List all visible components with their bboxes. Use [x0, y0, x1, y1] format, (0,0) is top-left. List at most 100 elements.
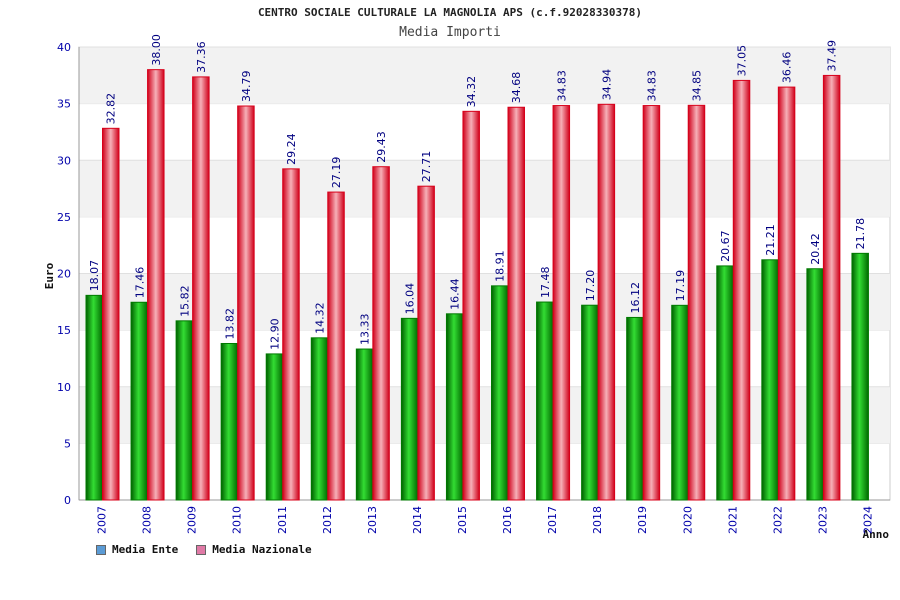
value-label-nazionale: 37.05: [736, 45, 749, 77]
value-label-ente: 16.04: [404, 283, 417, 315]
bar-media-ente: [400, 317, 419, 501]
y-axis-label: Euro: [43, 262, 56, 289]
y-tick-label: 25: [57, 211, 71, 224]
value-label-ente: 12.90: [268, 318, 281, 350]
x-tick-label: 2020: [681, 506, 694, 534]
bar-media-nazionale: [462, 110, 480, 501]
y-tick-label: 30: [57, 154, 71, 167]
value-label-ente: 17.48: [539, 267, 552, 299]
bar-media-ente: [130, 301, 149, 501]
value-label-nazionale: 38.00: [150, 34, 163, 66]
value-label-ente: 16.12: [629, 282, 642, 314]
x-tick-label: 2021: [726, 506, 739, 534]
y-tick-label: 0: [64, 494, 71, 507]
bar-media-nazionale: [687, 104, 706, 501]
x-tick-label: 2023: [816, 506, 829, 534]
value-label-nazionale: 29.43: [375, 131, 388, 163]
value-label-ente: 20.42: [809, 233, 822, 265]
bar-media-nazionale: [237, 105, 255, 501]
bar-media-ente: [85, 294, 103, 501]
x-tick-label: 2011: [276, 506, 289, 534]
value-label-ente: 21.78: [854, 218, 867, 250]
value-label-nazionale: 29.24: [285, 133, 298, 165]
y-tick-label: 10: [57, 381, 71, 394]
bar-media-ente: [355, 348, 374, 501]
bar-media-ente: [851, 252, 869, 501]
bar-media-ente: [671, 304, 689, 501]
legend-label-nazionale: Media Nazionale: [212, 543, 312, 556]
legend-swatch-nazionale: [196, 544, 207, 555]
bar-media-ente: [806, 268, 824, 501]
bar-media-nazionale: [327, 191, 345, 501]
bar-media-ente: [220, 342, 239, 501]
value-label-ente: 21.21: [764, 224, 777, 256]
y-tick-label: 35: [57, 98, 71, 111]
bar-media-nazionale: [102, 127, 120, 501]
chart-title: CENTRO SOCIALE CULTURALE LA MAGNOLIA APS…: [257, 6, 643, 19]
value-label-nazionale: 36.46: [781, 52, 794, 84]
value-label-ente: 18.91: [494, 250, 507, 282]
x-tick-label: 2017: [546, 506, 559, 534]
bar-media-nazionale: [507, 106, 525, 501]
x-tick-label: 2013: [366, 506, 379, 534]
bar-media-ente: [626, 316, 644, 501]
x-tick-label: 2009: [186, 506, 199, 534]
value-label-nazionale: 34.94: [600, 69, 613, 101]
value-label-nazionale: 37.36: [195, 41, 208, 73]
value-label-ente: 15.82: [178, 285, 191, 317]
bar-media-ente: [536, 301, 554, 501]
chart-subtitle: Media Importi: [399, 25, 501, 40]
legend-item-nazionale: Media Nazionale: [196, 543, 312, 556]
bar-media-ente: [175, 320, 194, 501]
legend-item-ente: Media Ente: [96, 543, 178, 556]
bar-media-ente: [581, 304, 599, 501]
value-label-ente: 17.46: [133, 267, 146, 299]
legend: Media Ente Media Nazionale: [96, 543, 312, 556]
bar-media-nazionale: [192, 76, 210, 501]
bar-media-ente: [265, 353, 284, 501]
x-tick-label: 2015: [456, 506, 469, 534]
x-tick-label: 2007: [96, 506, 109, 534]
x-tick-label: 2014: [411, 506, 424, 534]
value-label-nazionale: 34.32: [465, 76, 478, 108]
value-label-ente: 17.19: [674, 270, 687, 302]
value-label-nazionale: 27.71: [420, 151, 433, 183]
bar-media-ente: [310, 337, 329, 501]
value-label-ente: 16.44: [449, 278, 462, 310]
bar-media-nazionale: [732, 79, 751, 501]
grid-band: [79, 47, 890, 104]
y-tick-label: 40: [57, 41, 71, 54]
x-tick-label: 2016: [501, 506, 514, 534]
value-label-nazionale: 27.19: [330, 157, 343, 189]
value-label-nazionale: 32.82: [105, 93, 118, 125]
x-tick-label: 2010: [231, 506, 244, 534]
value-label-nazionale: 34.83: [645, 70, 658, 102]
y-tick-label: 15: [57, 324, 71, 337]
grid-band: [79, 386, 890, 444]
bar-media-nazionale: [822, 74, 841, 501]
value-label-ente: 14.32: [314, 302, 327, 334]
value-label-nazionale: 34.79: [240, 71, 253, 103]
x-axis-label: Anno: [863, 528, 890, 541]
value-label-ente: 13.33: [359, 314, 372, 346]
value-label-nazionale: 34.85: [690, 70, 703, 102]
bar-media-nazionale: [372, 166, 390, 501]
legend-swatch-ente: [96, 544, 106, 555]
grid-band: [79, 273, 890, 331]
bar-media-ente: [716, 265, 734, 501]
y-tick-label: 20: [57, 268, 71, 281]
x-tick-label: 2018: [591, 506, 604, 534]
bar-media-nazionale: [777, 86, 796, 501]
value-label-nazionale: 34.68: [510, 72, 523, 104]
bar-media-ente: [491, 285, 509, 501]
x-tick-label: 2019: [636, 506, 649, 534]
bar-media-nazionale: [552, 105, 571, 501]
bar-media-nazionale: [642, 105, 661, 501]
value-label-ente: 17.20: [584, 270, 597, 302]
value-label-ente: 13.82: [223, 308, 236, 340]
value-label-ente: 20.67: [719, 230, 732, 262]
bar-media-ente: [445, 313, 464, 501]
x-tick-label: 2008: [141, 506, 154, 534]
bar-media-nazionale: [417, 185, 435, 501]
